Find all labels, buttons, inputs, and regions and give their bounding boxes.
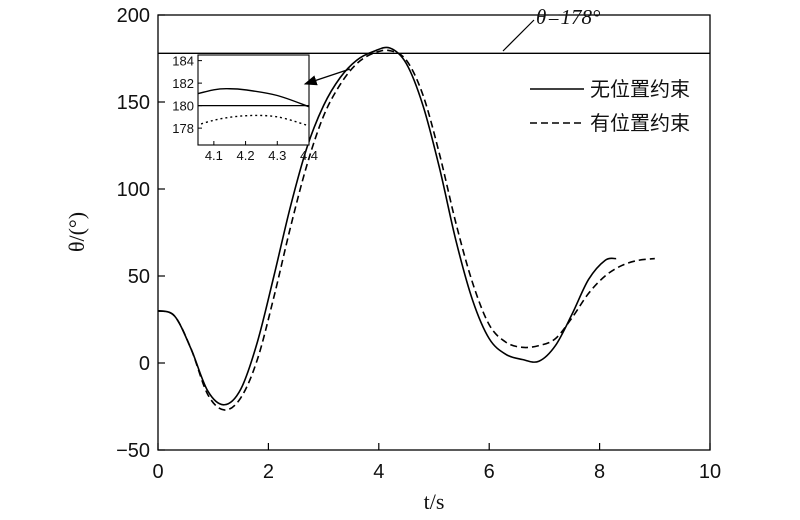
x-axis-title: t/s bbox=[424, 489, 445, 514]
x-tick-label: 10 bbox=[699, 461, 721, 483]
inset-y-tick-label: 184 bbox=[172, 54, 194, 69]
y-axis-title: θ/(°) bbox=[64, 212, 89, 252]
inset-y-axis-ticks: 178 180 182 184 bbox=[172, 54, 202, 136]
inset-x-tick-label: 4.3 bbox=[268, 148, 286, 163]
x-tick-label: 8 bbox=[594, 461, 605, 483]
inset-x-tick-label: 4.1 bbox=[205, 148, 223, 163]
series-group bbox=[157, 46, 655, 411]
x-tick-label: 0 bbox=[152, 461, 163, 483]
series-line-solid bbox=[157, 46, 617, 406]
inset-x-tick-label: 4.4 bbox=[300, 148, 318, 163]
y-tick-label: 0 bbox=[139, 353, 150, 375]
inset-chart: 4.1 4.2 4.3 4.4 178 180 182 184 bbox=[172, 54, 318, 163]
x-tick-label: 6 bbox=[484, 461, 495, 483]
legend: 无位置约束 有位置约束 bbox=[530, 77, 690, 135]
legend-label-dashed: 有位置约束 bbox=[590, 111, 690, 135]
inset-y-tick-label: 182 bbox=[172, 76, 194, 91]
inset-series-line-solid bbox=[198, 88, 309, 108]
x-tick-label: 2 bbox=[263, 461, 274, 483]
inset-series-group bbox=[198, 88, 309, 127]
y-tick-label: 100 bbox=[117, 179, 150, 201]
plot-frame bbox=[157, 14, 711, 451]
series-line-dashed bbox=[157, 49, 655, 411]
zoom-arrow bbox=[303, 68, 351, 86]
x-tick-label: 4 bbox=[373, 461, 384, 483]
inset-x-axis-ticks: 4.1 4.2 4.3 4.4 bbox=[205, 141, 318, 163]
y-axis-ticks: −50 0 50 100 150 200 bbox=[116, 5, 165, 462]
inset-y-tick-label: 180 bbox=[172, 99, 194, 114]
x-axis-ticks: 0 2 4 6 8 10 bbox=[152, 443, 721, 483]
y-tick-label: 50 bbox=[128, 266, 150, 288]
reference-label-leader bbox=[502, 19, 535, 52]
y-tick-label: 200 bbox=[117, 5, 150, 27]
y-tick-label: 150 bbox=[117, 92, 150, 114]
y-tick-label: −50 bbox=[116, 440, 150, 462]
inset-x-tick-label: 4.2 bbox=[237, 148, 255, 163]
inset-y-tick-label: 178 bbox=[172, 121, 194, 136]
inset-series-line-dotted bbox=[198, 114, 309, 127]
legend-label-solid: 无位置约束 bbox=[590, 77, 690, 101]
reference-label: θ=178° bbox=[536, 5, 601, 29]
